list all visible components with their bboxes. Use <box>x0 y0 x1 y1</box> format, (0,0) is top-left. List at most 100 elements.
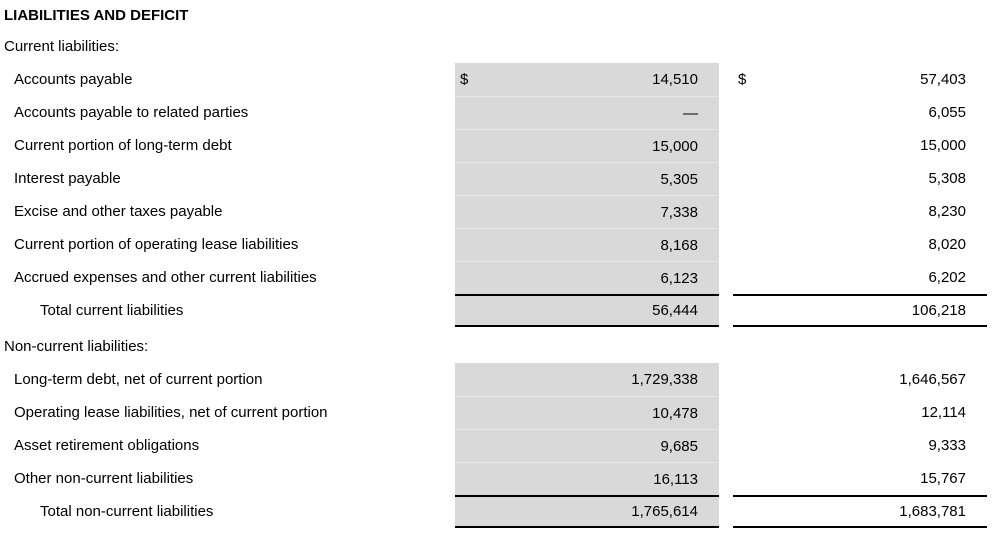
column-gap <box>719 129 733 162</box>
section-header-row-non-current-liabilities: Non-current liabilities: <box>0 330 994 363</box>
value-cell-col1: $ 14,510 <box>455 63 719 96</box>
column-gap <box>719 294 733 327</box>
value-cell-col1: 16,113 <box>455 462 719 495</box>
total-value-col1: 56,444 <box>652 302 698 319</box>
table-row: Current portion of operating lease liabi… <box>0 228 994 261</box>
value-cell-col2: 6,055 <box>733 96 987 129</box>
total-value-col2: 1,683,781 <box>899 503 966 520</box>
value-col1: 14,510 <box>652 71 698 88</box>
currency-symbol-col2: $ <box>738 71 747 88</box>
value-cell-col1: 8,168 <box>455 228 719 261</box>
value-col2: 15,000 <box>920 137 966 154</box>
total-value-cell-col1: 56,444 <box>455 294 719 327</box>
value-col1: 5,305 <box>660 170 698 188</box>
row-label: Long-term debt, net of current portion <box>14 371 263 388</box>
column-gap <box>719 261 733 294</box>
value-col1: 8,168 <box>660 236 698 254</box>
row-label: Accounts payable <box>14 71 133 88</box>
total-row-current-liabilities: Total current liabilities 56,444 106,218 <box>0 294 994 327</box>
table-row: Excise and other taxes payable 7,338 8,2… <box>0 195 994 228</box>
currency-symbol-col1: $ <box>460 71 469 88</box>
section-header: Current liabilities: <box>4 38 120 55</box>
total-label: Total non-current liabilities <box>40 503 214 520</box>
column-gap <box>719 396 733 429</box>
value-col1: 15,000 <box>652 137 698 155</box>
row-label: Accrued expenses and other current liabi… <box>14 269 317 286</box>
total-row-non-current-liabilities: Total non-current liabilities 1,765,614 … <box>0 495 994 528</box>
row-label: Current portion of long-term debt <box>14 137 232 154</box>
value-cell-col1: 9,685 <box>455 429 719 462</box>
value-cell-col2: 15,000 <box>733 129 987 162</box>
table-row: Asset retirement obligations 9,685 9,333 <box>0 429 994 462</box>
table-row: Accounts payable to related parties — 6,… <box>0 96 994 129</box>
table-row: Other non-current liabilities 16,113 15,… <box>0 462 994 495</box>
title-row: LIABILITIES AND DEFICIT <box>0 0 994 30</box>
row-label: Asset retirement obligations <box>14 437 200 454</box>
value-col1: 9,685 <box>660 437 698 455</box>
value-col2: 8,020 <box>928 236 966 253</box>
table-row: Current portion of long-term debt 15,000… <box>0 129 994 162</box>
value-cell-col1: 6,123 <box>455 261 719 294</box>
value-cell-col2: 12,114 <box>733 396 987 429</box>
value-col2: 9,333 <box>928 437 966 454</box>
value-cell-col2: $ 57,403 <box>733 63 987 96</box>
section-header-row-current-liabilities: Current liabilities: <box>0 30 994 63</box>
column-gap <box>719 228 733 261</box>
value-col2: 6,202 <box>928 269 966 286</box>
value-cell-col1: 10,478 <box>455 396 719 429</box>
row-label: Current portion of operating lease liabi… <box>14 236 299 253</box>
value-cell-col1: 7,338 <box>455 195 719 228</box>
column-gap <box>719 96 733 129</box>
table-row: Accrued expenses and other current liabi… <box>0 261 994 294</box>
value-cell-col2: 8,230 <box>733 195 987 228</box>
column-gap <box>719 195 733 228</box>
value-cell-col1: 5,305 <box>455 162 719 195</box>
value-cell-col1: 1,729,338 <box>455 363 719 396</box>
value-cell-col2: 1,646,567 <box>733 363 987 396</box>
value-cell-col1: 15,000 <box>455 129 719 162</box>
value-col1: 7,338 <box>660 203 698 221</box>
column-gap <box>719 162 733 195</box>
total-value-col1: 1,765,614 <box>631 503 698 520</box>
total-value-cell-col2: 106,218 <box>733 294 987 327</box>
section-header: Non-current liabilities: <box>4 338 149 355</box>
value-cell-col2: 5,308 <box>733 162 987 195</box>
value-col2: 15,767 <box>920 470 966 487</box>
value-col2: 8,230 <box>928 203 966 220</box>
value-col2: 12,114 <box>921 404 966 421</box>
total-value-cell-col1: 1,765,614 <box>455 495 719 528</box>
total-value-col2: 106,218 <box>911 302 966 319</box>
value-col2: 5,308 <box>928 170 966 187</box>
table-row: Accounts payable $ 14,510 $ 57,403 <box>0 63 994 96</box>
table-row: Long-term debt, net of current portion 1… <box>0 363 994 396</box>
column-gap <box>719 363 733 396</box>
value-cell-col2: 6,202 <box>733 261 987 294</box>
column-gap <box>719 462 733 495</box>
total-value-cell-col2: 1,683,781 <box>733 495 987 528</box>
value-col1: 6,123 <box>660 269 698 287</box>
value-col1: — <box>683 104 698 122</box>
value-col2: 1,646,567 <box>899 371 966 388</box>
table-row: Operating lease liabilities, net of curr… <box>0 396 994 429</box>
value-col2: 6,055 <box>928 104 966 121</box>
column-gap <box>719 63 733 96</box>
page-title: LIABILITIES AND DEFICIT <box>4 6 189 24</box>
value-cell-col2: 9,333 <box>733 429 987 462</box>
value-col1: 16,113 <box>653 470 698 488</box>
value-col2: 57,403 <box>920 71 966 88</box>
value-cell-col2: 8,020 <box>733 228 987 261</box>
row-label: Other non-current liabilities <box>14 470 194 487</box>
row-label: Interest payable <box>14 170 121 187</box>
column-gap <box>719 495 733 528</box>
value-cell-col2: 15,767 <box>733 462 987 495</box>
value-col1: 10,478 <box>652 404 698 422</box>
table-row: Interest payable 5,305 5,308 <box>0 162 994 195</box>
column-gap <box>719 429 733 462</box>
row-label: Excise and other taxes payable <box>14 203 223 220</box>
value-col1: 1,729,338 <box>631 371 698 388</box>
total-label: Total current liabilities <box>40 302 184 319</box>
value-cell-col1: — <box>455 96 719 129</box>
row-label: Accounts payable to related parties <box>14 104 249 121</box>
row-label: Operating lease liabilities, net of curr… <box>14 404 328 421</box>
